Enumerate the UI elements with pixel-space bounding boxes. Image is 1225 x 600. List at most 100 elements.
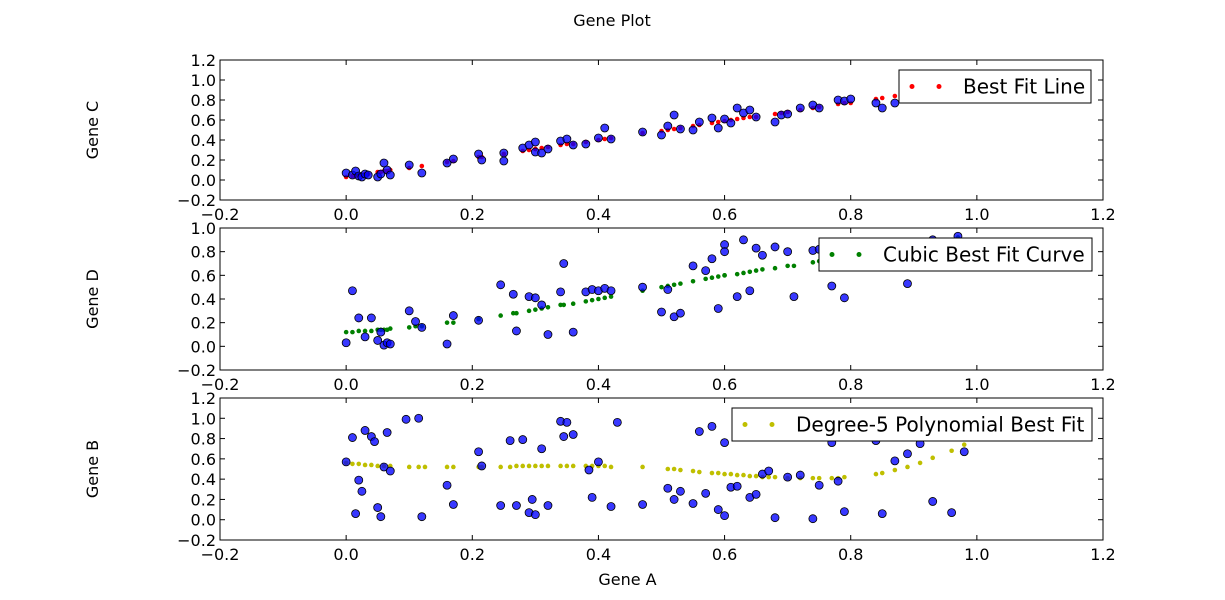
fit-point	[545, 304, 551, 310]
fit-point	[602, 136, 608, 142]
scatter-point	[385, 339, 395, 349]
scatter-point	[928, 497, 938, 506]
fit-point	[558, 302, 563, 308]
y-axis-label: Gene B	[83, 440, 102, 498]
subplot-gene-d: −0.2 0.0 0.2 0.4 0.6 0.8 1.0 1.2 −0.2 0.0 0.2 0.4 0…	[83, 219, 1116, 394]
fit-point	[785, 263, 790, 269]
scatter-point	[606, 134, 616, 144]
legend-box	[818, 237, 1093, 272]
legend-box	[898, 69, 1092, 104]
x-tick-label: 0.8	[838, 205, 863, 224]
scatter-point	[657, 130, 666, 140]
y-axis-label: Gene C	[83, 101, 102, 159]
scatter-point	[638, 500, 647, 509]
fit-point	[842, 474, 847, 480]
fit-point	[362, 328, 368, 334]
scatter-point	[537, 444, 547, 454]
scatter-point	[732, 292, 742, 302]
plot-area-frame	[219, 59, 1104, 201]
fit-point	[715, 119, 721, 125]
scatter-point	[341, 338, 351, 348]
scatter-point	[657, 307, 666, 317]
x-tick-label: 1.0	[964, 375, 989, 394]
y-tick-label: 0.6	[191, 450, 216, 469]
fit-series-gene-b	[343, 442, 967, 481]
scatter-point	[877, 509, 887, 519]
fit-point	[753, 268, 759, 273]
scatter-point	[417, 168, 427, 178]
fit-point	[810, 260, 816, 265]
scatter-point	[676, 308, 685, 318]
scatter-point	[587, 492, 597, 502]
fit-point	[356, 461, 362, 467]
y-axis-label: Gene D	[83, 269, 102, 329]
scatter-point	[376, 327, 386, 337]
x-tick-label: 0.6	[712, 545, 737, 564]
fit-point	[533, 463, 538, 469]
scatter-point	[442, 158, 452, 168]
fit-point	[671, 282, 677, 288]
scatter-point	[707, 254, 717, 264]
fit-series-gene-c	[343, 83, 967, 180]
scatter-point	[701, 266, 711, 276]
x-tick-label: −0.2	[201, 545, 240, 564]
scatter-point	[751, 489, 761, 499]
scatter-point	[707, 421, 717, 431]
scatter-point	[840, 293, 849, 303]
legend-marker	[909, 84, 915, 89]
fit-point	[387, 326, 393, 331]
fit-point	[734, 116, 740, 122]
fit-point	[747, 269, 753, 275]
scatter-point	[508, 289, 518, 299]
scatter-point	[795, 103, 805, 113]
fit-point	[949, 448, 954, 454]
scatter-point	[477, 155, 487, 165]
scatter-point	[527, 495, 537, 504]
scatter-point	[499, 148, 509, 158]
scatter-point	[354, 313, 364, 323]
fit-point	[741, 270, 746, 276]
scatter-point	[448, 154, 458, 164]
x-axis-ticks: −0.2 0.0 0.2 0.4 0.6 0.8 1.0 1.2	[201, 228, 1116, 394]
fit-point	[451, 464, 456, 470]
fit-point	[561, 302, 567, 308]
scatter-point	[903, 449, 912, 459]
scatter-point	[530, 510, 540, 520]
fit-point	[444, 464, 450, 470]
fit-point	[892, 93, 898, 99]
scatter-point	[600, 123, 610, 133]
scatter-point	[376, 169, 386, 179]
fit-point	[772, 474, 778, 480]
scatter-point	[348, 433, 357, 442]
scatter-point	[584, 465, 594, 475]
scatter-point	[732, 481, 742, 491]
scatter-point	[411, 317, 420, 326]
scatter-point	[676, 124, 685, 134]
scatter-point	[764, 466, 774, 476]
fit-point	[917, 460, 923, 466]
scatter-point	[694, 117, 704, 127]
scatter-point	[499, 156, 509, 166]
fit-point	[564, 463, 570, 469]
scatter-point	[442, 339, 452, 349]
fit-point	[451, 320, 456, 325]
scatter-point	[512, 326, 521, 336]
x-tick-label: 0.0	[333, 545, 358, 564]
scatter-point	[783, 472, 793, 482]
scatter-point	[341, 457, 351, 467]
y-tick-label: 0.8	[191, 91, 216, 110]
scatter-point	[382, 428, 392, 437]
y-tick-label: 1.0	[191, 71, 216, 90]
scatter-point	[676, 486, 685, 496]
x-axis-ticks: −0.2 0.0 0.2 0.4 0.6 0.8 1.0 1.2	[201, 398, 1116, 564]
x-tick-label: 0.4	[586, 205, 611, 224]
scatter-point	[543, 330, 553, 339]
scatter-point	[477, 461, 487, 471]
fit-point	[665, 466, 671, 472]
y-tick-label: 1.2	[191, 51, 216, 70]
scatter-point	[568, 140, 578, 150]
scatter-point	[354, 475, 364, 485]
scatter-point	[720, 247, 729, 257]
fit-point	[640, 464, 645, 470]
